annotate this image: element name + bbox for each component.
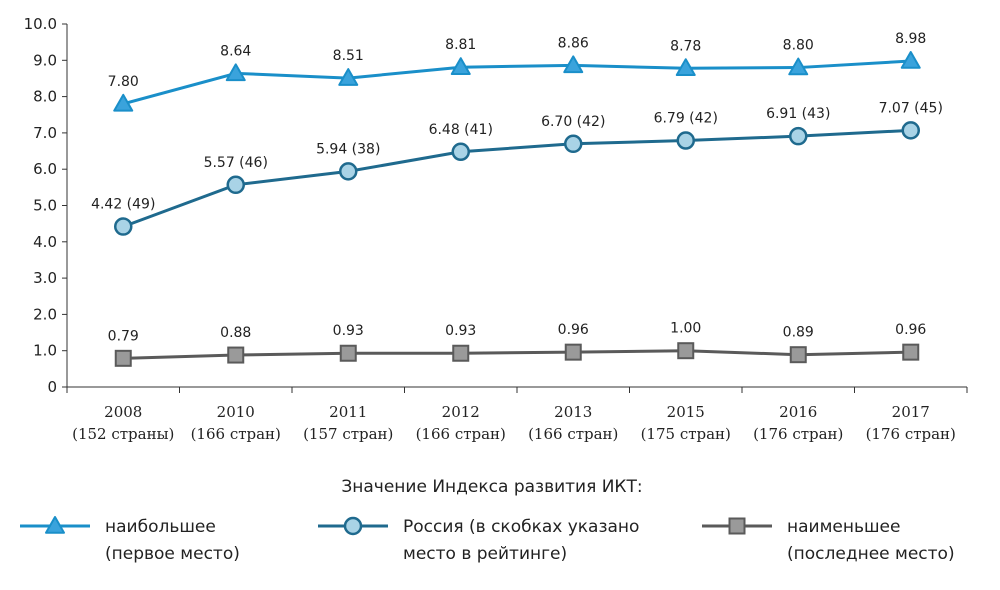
x-tick-label-year: 2013 (554, 403, 592, 421)
data-point-russia (339, 162, 358, 181)
data-label-russia: 5.94 (38) (316, 141, 380, 157)
legend-marker-max (45, 516, 65, 534)
data-point-max (675, 58, 696, 77)
data-label-russia: 6.91 (43) (766, 106, 830, 122)
legend-label-min: наименьшее (787, 517, 900, 537)
data-point-russia (451, 142, 470, 162)
data-point-russia (901, 121, 920, 140)
x-tick-label-countries: (157 стран) (303, 425, 393, 443)
legend-entry-max: наибольшее (первое место) (20, 516, 240, 564)
data-label-min: 0.79 (108, 328, 139, 344)
data-point-min (339, 344, 357, 362)
data-label-russia: 5.57 (46) (204, 155, 268, 171)
data-label-min: 0.96 (895, 322, 926, 338)
data-point-russia (564, 134, 583, 154)
y-tick-label: 0 (47, 378, 57, 396)
series-max: 7.80 8.64 8.51 8.81 8.86 8.78 8.80 8.98 (108, 31, 926, 112)
data-point-max (450, 57, 471, 75)
data-label-min: 1.00 (670, 321, 701, 337)
data-point-max (338, 68, 359, 86)
legend-label-russia: место в рейтинге) (403, 544, 567, 564)
legend-label-max: (первое место) (105, 544, 240, 564)
y-tick-label: 5.0 (33, 197, 57, 215)
data-label-max: 8.81 (445, 37, 476, 53)
y-tick-label: 3.0 (33, 269, 57, 287)
x-tick-label-countries: (176 стран) (753, 425, 843, 443)
legend-marker-russia (343, 516, 363, 536)
data-label-max: 8.78 (670, 38, 701, 54)
y-tick-label: 10.0 (24, 15, 57, 33)
data-point-min (677, 342, 695, 360)
data-point-russia (789, 126, 808, 146)
data-label-russia: 7.07 (45) (879, 100, 943, 116)
series-russia: 4.42 (49) 5.57 (46) 5.94 (38) 6.48 (41) 6.70… (91, 100, 943, 236)
series-min: 0.79 0.88 0.93 0.93 0.96 1.00 0.89 0.96 (108, 321, 926, 367)
y-tick-label: 8.0 (33, 88, 57, 106)
series-line-russia (122, 128, 911, 228)
data-point-max (788, 57, 809, 76)
y-tick-label: 4.0 (33, 233, 57, 251)
legend-entry-russia: Россия (в скобках указано место в рейтинг… (318, 516, 639, 564)
data-label-max: 8.86 (558, 35, 589, 51)
series-layer: 7.80 8.64 8.51 8.81 8.86 8.78 8.80 8.98 4.42 (49… (91, 31, 943, 367)
data-point-min (902, 343, 920, 361)
x-tick-label-year: 2015 (667, 403, 705, 421)
series-line-max (122, 59, 911, 106)
x-tick-label-year: 2010 (217, 403, 255, 421)
data-point-min (114, 349, 132, 367)
data-point-min (564, 343, 582, 361)
data-label-min: 0.96 (558, 322, 589, 338)
legend-label-max: наибольшее (105, 517, 216, 537)
data-label-max: 8.98 (895, 31, 926, 47)
x-tick-label-countries: (152 страны) (72, 425, 174, 443)
data-point-min (789, 346, 807, 364)
x-tick-label-countries: (166 стран) (416, 425, 506, 443)
data-label-max: 8.51 (333, 48, 364, 64)
x-tick-label-year: 2008 (104, 403, 142, 421)
legend: Значение Индекса развития ИКТ: наибольше… (20, 477, 955, 564)
data-point-russia (114, 217, 133, 236)
x-tick-label-countries: (166 стран) (528, 425, 618, 443)
data-label-max: 8.80 (783, 38, 814, 54)
x-tick-label-countries: (166 стран) (191, 425, 281, 443)
y-tick-label: 9.0 (33, 51, 57, 69)
series-line-min (123, 349, 911, 360)
data-point-max (113, 93, 134, 112)
data-label-max: 7.80 (108, 74, 139, 90)
legend-entry-min: наименьшее (последнее место) (702, 517, 955, 564)
legend-label-russia: Россия (в скобках указано (403, 517, 639, 537)
data-point-max (225, 63, 246, 82)
x-tick-label-year: 2012 (442, 403, 480, 421)
x-tick-label-countries: (175 стран) (641, 425, 731, 443)
data-label-min: 0.88 (220, 325, 251, 341)
x-tick-label-year: 2016 (779, 403, 817, 421)
y-tick-label: 7.0 (33, 124, 57, 142)
data-label-russia: 6.70 (42) (541, 114, 605, 130)
data-label-min: 0.89 (783, 325, 814, 341)
legend-label-min: (последнее место) (787, 544, 955, 564)
x-tick-label-year: 2011 (329, 403, 367, 421)
y-tick-label: 2.0 (33, 305, 57, 323)
data-point-min (452, 344, 470, 362)
y-tick-label: 1.0 (33, 342, 57, 360)
data-label-russia: 6.48 (41) (429, 122, 493, 138)
data-point-russia (676, 131, 695, 150)
data-point-max (900, 51, 921, 69)
data-label-min: 0.93 (333, 323, 364, 339)
data-label-russia: 4.42 (49) (91, 197, 155, 213)
x-tick-label-year: 2017 (892, 403, 930, 421)
data-point-max (563, 55, 584, 74)
data-label-max: 8.64 (220, 43, 251, 59)
data-point-russia (226, 175, 245, 195)
y-tick-label: 6.0 (33, 160, 57, 178)
axes: 0 1.0 2.0 3.0 4.0 5.0 6.0 7.0 8.0 9.0 10.0 2008 (152… (24, 15, 968, 443)
data-label-russia: 6.79 (42) (654, 111, 718, 127)
x-tick-label-countries: (176 стран) (866, 425, 956, 443)
data-point-min (227, 346, 245, 364)
data-label-min: 0.93 (445, 323, 476, 339)
legend-marker-min (728, 517, 746, 535)
legend-title: Значение Индекса развития ИКТ: (341, 477, 642, 497)
